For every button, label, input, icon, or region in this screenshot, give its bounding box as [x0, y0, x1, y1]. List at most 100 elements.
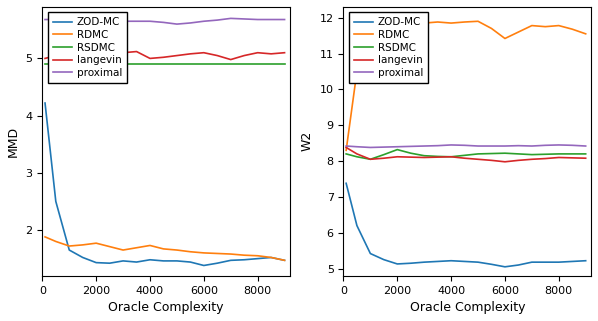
RDMC [133, 246, 140, 250]
RDMC [120, 248, 127, 252]
proximal [461, 143, 468, 147]
RDMC [501, 37, 508, 40]
Y-axis label: W2: W2 [301, 131, 314, 152]
ZOD-MC [281, 258, 288, 262]
ZOD-MC [447, 259, 454, 263]
Legend: ZOD-MC, RDMC, RSDMC, langevin, proximal: ZOD-MC, RDMC, RSDMC, langevin, proximal [349, 12, 428, 83]
proximal [343, 144, 350, 148]
proximal [393, 145, 401, 149]
proximal [200, 19, 208, 23]
Line: proximal: proximal [45, 18, 285, 24]
ZOD-MC [380, 258, 388, 262]
ZOD-MC [106, 261, 113, 265]
langevin [187, 52, 194, 56]
proximal [267, 18, 274, 22]
langevin [407, 155, 414, 159]
RSDMC [501, 151, 508, 155]
Line: proximal: proximal [346, 145, 585, 147]
proximal [474, 144, 481, 148]
RDMC [227, 252, 234, 256]
langevin [582, 156, 589, 160]
langevin [213, 54, 221, 57]
RSDMC [555, 152, 562, 156]
RDMC [380, 20, 388, 24]
langevin [79, 46, 86, 50]
RSDMC [474, 152, 481, 156]
RSDMC [420, 154, 428, 158]
ZOD-MC [147, 258, 154, 262]
RDMC [420, 21, 428, 25]
X-axis label: Oracle Complexity: Oracle Complexity [410, 301, 525, 314]
proximal [120, 19, 127, 23]
langevin [120, 51, 127, 55]
ZOD-MC [52, 199, 59, 203]
ZOD-MC [120, 259, 127, 263]
RDMC [434, 20, 441, 24]
ZOD-MC [542, 260, 549, 264]
ZOD-MC [434, 259, 441, 263]
RSDMC [106, 62, 113, 66]
proximal [133, 19, 140, 23]
ZOD-MC [200, 264, 208, 267]
langevin [447, 155, 454, 159]
Y-axis label: MMD: MMD [7, 126, 20, 157]
RSDMC [200, 62, 208, 66]
langevin [515, 159, 522, 162]
proximal [147, 19, 154, 23]
ZOD-MC [353, 224, 361, 228]
langevin [106, 48, 113, 52]
RDMC [240, 253, 248, 257]
langevin [353, 152, 361, 156]
RSDMC [515, 152, 522, 156]
langevin [66, 51, 73, 55]
langevin [227, 58, 234, 62]
RSDMC [79, 62, 86, 66]
RSDMC [281, 62, 288, 66]
proximal [569, 143, 576, 147]
ZOD-MC [93, 261, 100, 265]
ZOD-MC [254, 257, 261, 261]
proximal [582, 144, 589, 148]
RSDMC [367, 157, 374, 161]
Line: langevin: langevin [45, 47, 285, 60]
langevin [281, 51, 288, 55]
RDMC [447, 21, 454, 25]
RSDMC [93, 62, 100, 66]
proximal [488, 144, 495, 148]
ZOD-MC [187, 260, 194, 264]
RSDMC [447, 155, 454, 159]
RDMC [66, 244, 73, 248]
langevin [41, 56, 48, 60]
RDMC [281, 258, 288, 262]
proximal [52, 18, 59, 22]
ZOD-MC [420, 260, 428, 264]
ZOD-MC [474, 260, 481, 264]
proximal [281, 18, 288, 22]
langevin [555, 156, 562, 160]
RSDMC [380, 153, 388, 157]
ZOD-MC [41, 101, 48, 105]
proximal [240, 17, 248, 21]
langevin [461, 156, 468, 160]
RDMC [93, 241, 100, 245]
langevin [133, 50, 140, 54]
proximal [380, 145, 388, 149]
RDMC [79, 243, 86, 247]
Line: ZOD-MC: ZOD-MC [45, 103, 285, 265]
RDMC [200, 251, 208, 255]
RSDMC [569, 152, 576, 156]
RDMC [528, 24, 535, 28]
ZOD-MC [569, 259, 576, 263]
langevin [367, 157, 374, 161]
RDMC [254, 254, 261, 258]
langevin [343, 145, 350, 149]
RSDMC [254, 62, 261, 66]
RSDMC [488, 152, 495, 155]
RSDMC [582, 152, 589, 156]
Line: ZOD-MC: ZOD-MC [346, 183, 585, 267]
langevin [93, 45, 100, 49]
RSDMC [240, 62, 248, 66]
RSDMC [227, 62, 234, 66]
Legend: ZOD-MC, RDMC, RSDMC, langevin, proximal: ZOD-MC, RDMC, RSDMC, langevin, proximal [48, 12, 127, 83]
langevin [393, 155, 401, 159]
